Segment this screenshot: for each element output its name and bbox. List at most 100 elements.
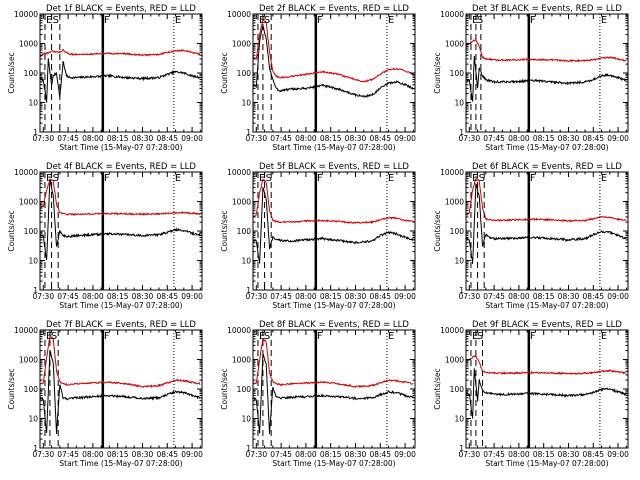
y-tick-label: 10000 <box>227 10 251 19</box>
chart-title: Det 4f BLACK = Events, RED = LLD <box>46 162 196 172</box>
x-tick-label: 08:45 <box>582 134 604 143</box>
x-tick-label: 07:45 <box>270 450 292 459</box>
chart-title: Det 6f BLACK = Events, RED = LLD <box>472 162 622 172</box>
y-tick-label: 10000 <box>227 326 251 335</box>
x-tick-label: 08:45 <box>156 134 178 143</box>
x-tick-label: 08:15 <box>107 450 129 459</box>
lld-series-line <box>253 17 414 83</box>
y-tick-label: 10 <box>454 257 464 266</box>
marker-label: S <box>479 173 485 184</box>
y-tick-label: 1000 <box>232 198 251 207</box>
x-tick-label: 07:30 <box>458 134 480 143</box>
x-tick-label: 07:30 <box>245 292 267 301</box>
y-tick-label: 10 <box>28 99 38 108</box>
marker-label: E <box>472 173 478 184</box>
y-axis-label: Counts/sec <box>7 52 16 93</box>
lld-series-line <box>253 337 414 389</box>
lld-series-line <box>466 355 627 375</box>
y-tick-label: 10000 <box>440 168 464 177</box>
x-tick-label: 07:30 <box>245 134 267 143</box>
x-tick-label: 07:30 <box>458 292 480 301</box>
lld-series-line <box>40 48 201 58</box>
x-tick-label: 08:15 <box>107 292 129 301</box>
marker-label: S <box>477 15 483 26</box>
y-tick-label: 100 <box>24 69 39 78</box>
y-tick-label: 10000 <box>227 168 251 177</box>
events-series-line <box>40 178 201 261</box>
lld-series-line <box>253 178 414 225</box>
y-tick-label: 1 <box>33 286 38 295</box>
y-axis-label: Counts/sec <box>433 210 442 251</box>
x-tick-label: 08:45 <box>156 292 178 301</box>
x-axis-label: Start Time (15-May-07 07:28:00) <box>485 301 608 310</box>
marker-label: F <box>104 331 110 342</box>
marker-label: E <box>175 331 181 342</box>
y-axis-label: Counts/sec <box>433 368 442 409</box>
marker-label: E <box>472 331 478 342</box>
y-axis-label: Counts/sec <box>220 368 229 409</box>
x-tick-label: 08:30 <box>345 450 367 459</box>
events-series-line <box>253 354 414 435</box>
y-tick-label: 10000 <box>14 10 38 19</box>
lld-series-line <box>466 177 627 223</box>
chart-title: Det 9f BLACK = Events, RED = LLD <box>472 320 622 330</box>
x-tick-label: 08:30 <box>345 134 367 143</box>
y-tick-label: 10 <box>241 99 251 108</box>
x-tick-label: 08:45 <box>369 292 391 301</box>
x-tick-label: 08:00 <box>82 450 104 459</box>
x-tick-label: 09:00 <box>181 134 203 143</box>
x-tick-label: 08:00 <box>82 292 104 301</box>
plot-data <box>466 172 627 290</box>
y-tick-label: 1000 <box>445 356 464 365</box>
x-tick-label: 08:15 <box>320 450 342 459</box>
x-tick-label: 08:15 <box>320 134 342 143</box>
marker-label: F <box>530 331 536 342</box>
marker-label: S <box>51 331 57 342</box>
x-tick-label: 08:15 <box>320 292 342 301</box>
marker-label: F <box>104 15 110 26</box>
marker-label: F <box>317 173 323 184</box>
marker-label: E <box>175 173 181 184</box>
y-tick-label: 10 <box>454 99 464 108</box>
x-tick-label: 09:00 <box>394 292 416 301</box>
marker-label: S <box>53 173 59 184</box>
plot-data <box>253 172 414 290</box>
marker-label: E <box>259 331 265 342</box>
y-tick-label: 100 <box>450 69 465 78</box>
marker-label: E <box>601 331 607 342</box>
y-tick-label: 1000 <box>445 40 464 49</box>
marker-label: E <box>472 15 478 26</box>
events-series-line <box>466 182 627 264</box>
y-tick-label: 10000 <box>14 168 38 177</box>
y-tick-label: 10 <box>241 415 251 424</box>
lld-series-line <box>40 178 201 217</box>
y-tick-label: 100 <box>237 227 252 236</box>
x-tick-label: 08:30 <box>558 134 580 143</box>
plot-data <box>40 172 201 290</box>
events-series-line <box>40 350 201 435</box>
x-tick-label: 09:00 <box>607 292 629 301</box>
y-tick-label: 10 <box>241 257 251 266</box>
plot-data <box>466 14 627 132</box>
x-tick-label: 07:30 <box>245 450 267 459</box>
plot-data <box>253 14 414 132</box>
chart-title: Det 7f BLACK = Events, RED = LLD <box>46 320 196 330</box>
marker-label: E <box>388 173 394 184</box>
x-tick-label: 07:45 <box>483 134 505 143</box>
marker-label: E <box>46 173 52 184</box>
lld-series-line <box>40 335 201 389</box>
plot-data <box>40 330 201 448</box>
y-tick-label: 1 <box>246 286 251 295</box>
x-tick-label: 07:30 <box>32 292 54 301</box>
x-tick-label: 09:00 <box>607 134 629 143</box>
x-tick-label: 08:45 <box>369 450 391 459</box>
events-series-line <box>40 58 201 103</box>
marker-label: E <box>259 173 265 184</box>
x-tick-label: 07:45 <box>270 134 292 143</box>
x-tick-label: 09:00 <box>394 134 416 143</box>
x-tick-label: 09:00 <box>607 450 629 459</box>
